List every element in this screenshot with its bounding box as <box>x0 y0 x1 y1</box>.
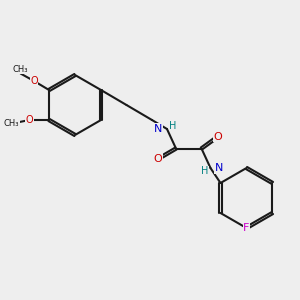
Text: O: O <box>214 131 222 142</box>
Text: CH₃: CH₃ <box>4 118 19 127</box>
Text: H: H <box>201 166 208 176</box>
Text: CH₃: CH₃ <box>13 64 28 74</box>
Text: O: O <box>30 76 38 86</box>
Text: N: N <box>215 163 224 173</box>
Text: O: O <box>26 115 33 125</box>
Text: O: O <box>154 154 162 164</box>
Text: H: H <box>169 121 177 131</box>
Text: N: N <box>154 124 163 134</box>
Text: F: F <box>243 223 250 233</box>
